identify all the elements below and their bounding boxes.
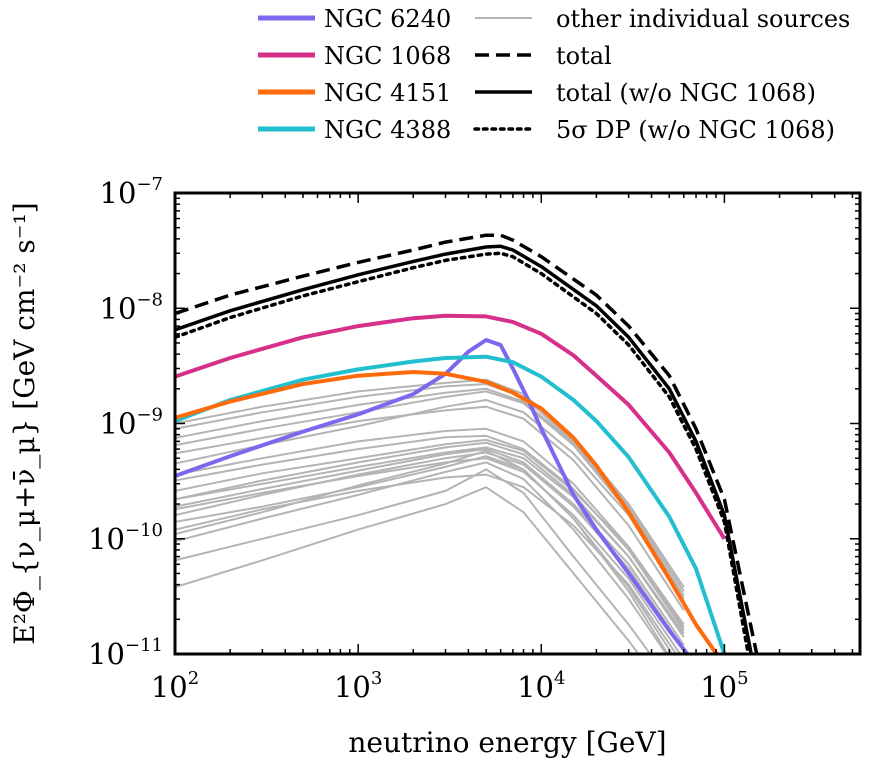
other-source-line — [175, 434, 685, 632]
series-line-1 — [175, 313, 727, 540]
series-line-3 — [175, 354, 727, 654]
other-source-line — [175, 473, 678, 654]
legend-label: NGC 6240 — [324, 5, 451, 33]
series-line-0 — [175, 338, 690, 654]
x-tick-label: 103 — [334, 668, 382, 704]
axes — [173, 191, 862, 656]
series-line-4 — [175, 233, 759, 654]
other-source-line — [175, 378, 685, 588]
x-tick-label: 104 — [517, 668, 565, 704]
legend-label: total (w/o NGC 1068) — [556, 79, 816, 107]
other-source-line — [175, 398, 685, 604]
other-source-line — [175, 461, 668, 654]
y-tick-label: 10−7 — [100, 174, 163, 210]
axis-labels: 102 103 104 105 10−11 10−10 10−9 10−8 10−7 neutri… — [8, 174, 749, 759]
y-tick-label: 10−9 — [100, 405, 163, 441]
x-tick-label: 102 — [151, 668, 199, 704]
legend-label: NGC 1068 — [324, 42, 451, 70]
y-axis-label: E²Φ_{ν_μ+ν̄_μ} [GeV cm⁻² s⁻¹] — [8, 202, 41, 644]
series-line-5 — [175, 244, 753, 654]
y-tick-label: 10−11 — [88, 635, 163, 671]
other-source-line — [175, 405, 685, 611]
other-source-line — [175, 390, 685, 600]
x-axis-label: neutrino energy [GeV] — [348, 726, 666, 759]
other-source-line — [175, 468, 652, 654]
legend-label: 5σ DP (w/o NGC 1068) — [556, 116, 835, 144]
y-tick-label: 10−10 — [88, 520, 163, 556]
plot-lines — [175, 233, 759, 654]
other-source-line — [175, 448, 685, 646]
legend-label: NGC 4151 — [324, 79, 451, 107]
series-line-6 — [175, 251, 751, 654]
y-tick-label: 10−8 — [100, 289, 163, 325]
other-source-line — [175, 427, 685, 628]
legend: NGC 6240 NGC 1068 NGC 4151 NGC 4388 other in… — [258, 5, 850, 144]
other-source-line — [175, 486, 640, 654]
series-line-2 — [175, 370, 720, 654]
legend-label: NGC 4388 — [324, 116, 451, 144]
other-source-line — [175, 441, 685, 638]
other-source-line — [175, 455, 670, 654]
legend-label: total — [556, 42, 612, 70]
other-source-line — [175, 449, 674, 654]
x-tick-label: 105 — [700, 668, 748, 704]
legend-label: other individual sources — [556, 5, 850, 33]
other-source-line — [175, 457, 682, 654]
plot-frame — [173, 191, 862, 656]
